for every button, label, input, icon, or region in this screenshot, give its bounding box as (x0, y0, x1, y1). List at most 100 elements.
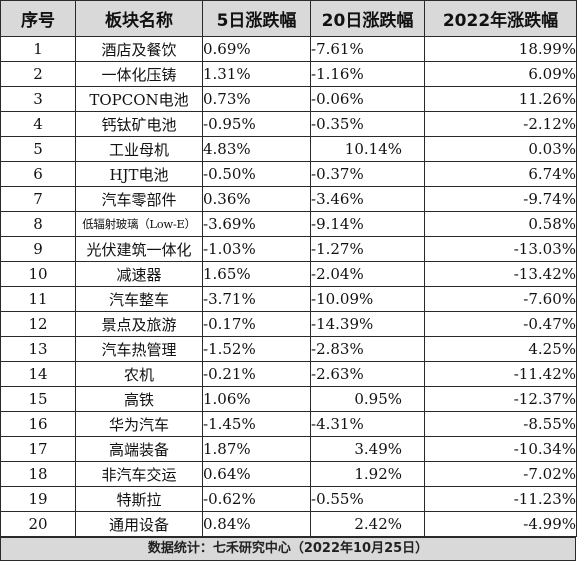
change-2022-cell: -8.55% (424, 411, 577, 437)
rank-cell: 12 (0, 311, 76, 337)
change-5d-cell: 1.06% (202, 386, 311, 412)
table-row: 8 低辐射玻璃（Low-E） -3.69% -9.14% 0.58% (0, 211, 577, 237)
change-20d-cell: 10.14% (310, 136, 425, 162)
change-2022-cell: -13.42% (424, 261, 577, 287)
rank-cell: 1 (0, 36, 76, 62)
change-2022-cell: -0.47% (424, 311, 577, 337)
change-2022-cell: -10.34% (424, 436, 577, 462)
sector-name-cell: 酒店及餐饮 (75, 36, 203, 62)
change-2022-cell: -13.03% (424, 236, 577, 262)
rank-cell: 13 (0, 336, 76, 362)
sector-name-cell: 非汽车交运 (75, 461, 203, 487)
change-20d-cell: 2.42% (310, 511, 425, 537)
change-2022-cell: -4.99% (424, 511, 577, 537)
change-20d-cell: -2.63% (310, 361, 425, 387)
change-2022-cell: 18.99% (424, 36, 577, 62)
table-row: 7 汽车零部件 0.36% -3.46% -9.74% (0, 186, 577, 212)
rank-cell: 15 (0, 386, 76, 412)
source-footer: 数据统计：七禾研究中心（2022年10月25日） (0, 537, 576, 561)
change-2022-cell: -7.60% (424, 286, 577, 312)
header-change-20d: 20日涨跌幅 (310, 0, 425, 37)
sector-name-cell: 高铁 (75, 386, 203, 412)
change-20d-cell: -14.39% (310, 311, 425, 337)
rank-cell: 14 (0, 361, 76, 387)
change-5d-cell: -1.03% (202, 236, 311, 262)
rank-cell: 18 (0, 461, 76, 487)
change-20d-cell: -7.61% (310, 36, 425, 62)
change-20d-cell: -1.16% (310, 61, 425, 87)
table-row: 9 光伏建筑一体化 -1.03% -1.27% -13.03% (0, 236, 577, 262)
sector-name-cell: 一体化压铸 (75, 61, 203, 87)
table-row: 17 高端装备 1.87% 3.49% -10.34% (0, 436, 577, 462)
change-5d-cell: 4.83% (202, 136, 311, 162)
change-5d-cell: 0.36% (202, 186, 311, 212)
change-5d-cell: 1.65% (202, 261, 311, 287)
table-row: 14 农机 -0.21% -2.63% -11.42% (0, 361, 577, 387)
change-20d-cell: -0.35% (310, 111, 425, 137)
header-change-2022: 2022年涨跌幅 (424, 0, 577, 37)
sector-name-cell: 减速器 (75, 261, 203, 287)
rank-cell: 3 (0, 86, 76, 112)
change-2022-cell: -12.37% (424, 386, 577, 412)
sector-name-cell: 农机 (75, 361, 203, 387)
rank-cell: 16 (0, 411, 76, 437)
table-row: 10 减速器 1.65% -2.04% -13.42% (0, 261, 577, 287)
rank-cell: 10 (0, 261, 76, 287)
sector-name-cell: 景点及旅游 (75, 311, 203, 337)
change-5d-cell: -0.21% (202, 361, 311, 387)
table-row: 15 高铁 1.06% 0.95% -12.37% (0, 386, 577, 412)
sector-name-cell: 低辐射玻璃（Low-E） (75, 211, 203, 237)
change-5d-cell: 0.84% (202, 511, 311, 537)
change-5d-cell: 0.64% (202, 461, 311, 487)
sector-name-cell: 汽车热管理 (75, 336, 203, 362)
change-20d-cell: -4.31% (310, 411, 425, 437)
rank-cell: 17 (0, 436, 76, 462)
table-body: 1 酒店及餐饮 0.69% -7.61% 18.99% 2 一体化压铸 1.31% -1.16%… (0, 36, 577, 537)
sector-name-cell: 汽车零部件 (75, 186, 203, 212)
table-row: 12 景点及旅游 -0.17% -14.39% -0.47% (0, 311, 577, 337)
sector-performance-table: 序号 板块名称 5日涨跌幅 20日涨跌幅 2022年涨跌幅 1 酒店及餐饮 0.69… (0, 0, 577, 537)
sector-name-cell: HJT电池 (75, 161, 203, 187)
change-2022-cell: 0.03% (424, 136, 577, 162)
change-20d-cell: 3.49% (310, 436, 425, 462)
table-row: 13 汽车热管理 -1.52% -2.83% 4.25% (0, 336, 577, 362)
change-2022-cell: -11.42% (424, 361, 577, 387)
rank-cell: 8 (0, 211, 76, 237)
change-20d-cell: -0.55% (310, 486, 425, 512)
table-row: 19 特斯拉 -0.62% -0.55% -11.23% (0, 486, 577, 512)
change-2022-cell: 6.09% (424, 61, 577, 87)
sector-name-cell: 通用设备 (75, 511, 203, 537)
table-row: 4 钙钛矿电池 -0.95% -0.35% -2.12% (0, 111, 577, 137)
change-2022-cell: 6.74% (424, 161, 577, 187)
change-20d-cell: -10.09% (310, 286, 425, 312)
rank-cell: 7 (0, 186, 76, 212)
rank-cell: 19 (0, 486, 76, 512)
sector-name-cell: 工业母机 (75, 136, 203, 162)
sector-name-cell: 汽车整车 (75, 286, 203, 312)
change-5d-cell: -3.71% (202, 286, 311, 312)
change-20d-cell: 0.95% (310, 386, 425, 412)
table-row: 2 一体化压铸 1.31% -1.16% 6.09% (0, 61, 577, 87)
change-20d-cell: -9.14% (310, 211, 425, 237)
change-20d-cell: -0.06% (310, 86, 425, 112)
change-2022-cell: -7.02% (424, 461, 577, 487)
change-20d-cell: -3.46% (310, 186, 425, 212)
header-sector-name: 板块名称 (75, 0, 203, 37)
change-20d-cell: -2.04% (310, 261, 425, 287)
header-rank: 序号 (0, 0, 76, 37)
rank-cell: 2 (0, 61, 76, 87)
sector-name-cell: 钙钛矿电池 (75, 111, 203, 137)
sector-name-cell: 特斯拉 (75, 486, 203, 512)
header-change-5d: 5日涨跌幅 (202, 0, 311, 37)
rank-cell: 4 (0, 111, 76, 137)
sector-name-cell: TOPCON电池 (75, 86, 203, 112)
change-5d-cell: -1.45% (202, 411, 311, 437)
change-5d-cell: 1.87% (202, 436, 311, 462)
change-2022-cell: -11.23% (424, 486, 577, 512)
change-2022-cell: 11.26% (424, 86, 577, 112)
table-row: 6 HJT电池 -0.50% -0.37% 6.74% (0, 161, 577, 187)
change-20d-cell: -0.37% (310, 161, 425, 187)
header-row: 序号 板块名称 5日涨跌幅 20日涨跌幅 2022年涨跌幅 (0, 0, 577, 37)
change-5d-cell: -3.69% (202, 211, 311, 237)
